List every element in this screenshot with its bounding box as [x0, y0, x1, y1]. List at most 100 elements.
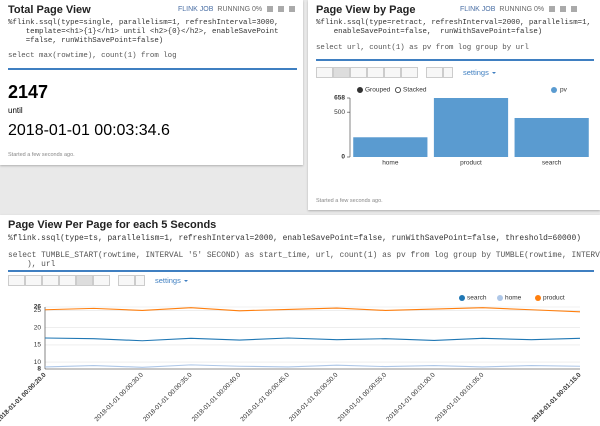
icon[interactable] [267, 6, 274, 13]
settings-link[interactable]: settings [155, 276, 188, 285]
paragraph: Page View Per Page for each 5 Seconds %f… [0, 215, 600, 426]
legend-swatch [459, 295, 465, 301]
icon[interactable] [289, 6, 296, 13]
code[interactable]: select TUMBLE_START(rowtime, INTERVAL '5… [8, 251, 600, 269]
legend-label: home [505, 295, 522, 302]
x-tick-label: 2018-01-01 00:00:45.0 [239, 371, 291, 423]
y-tick-label: 15 [34, 342, 42, 349]
area-button[interactable] [59, 274, 76, 286]
legend-swatch [551, 87, 557, 93]
icon[interactable] [571, 6, 578, 13]
code-line: select TUMBLE_START(rowtime, INTERVAL '5… [8, 251, 600, 260]
code[interactable]: %flink.ssql(type=ts, parallelism=1, refr… [8, 234, 594, 243]
footer: Started a few seconds ago. [8, 152, 75, 158]
line-button[interactable] [76, 274, 93, 286]
chart: Grouped Stacked pv 0 500 658 home product search [334, 87, 589, 167]
code-line: =false, runWithSavePoint=false) [8, 37, 164, 45]
x-tick-label: 2018-01-01 00:00:55.0 [337, 371, 389, 423]
paragraph-title: Total Page View [8, 4, 91, 16]
y-tick-label: 0 [341, 154, 345, 161]
code-line: %flink.ssql(type=ts, parallelism=1, refr… [8, 234, 581, 243]
x-tick-label: 2018-01-01 00:01:00.0 [385, 371, 437, 423]
y-tick-label: 8 [37, 366, 41, 373]
result-time: 2018-01-01 00:03:34.6 [8, 122, 170, 139]
code-line: enableSavePoint=false, runWithSavePoint=… [316, 28, 543, 36]
run-status: RUNNING 0% [217, 6, 263, 13]
series-line [44, 364, 581, 368]
y-tick-label: 25 [34, 307, 42, 314]
bar-button[interactable] [333, 66, 350, 78]
scatter-button[interactable] [93, 274, 110, 286]
toolbar: settings [8, 274, 188, 286]
separator [316, 59, 594, 61]
code-line: select max(rowtime), count(1) from log [8, 52, 177, 60]
legend-label: Grouped [365, 87, 391, 94]
icon[interactable] [278, 6, 285, 13]
x-tick-label: 2018-01-01 00:00:20.0 [0, 371, 48, 423]
x-tick-label: search [542, 160, 562, 167]
legend-label: Stacked [403, 87, 427, 94]
footer: Started a few seconds ago. [316, 198, 383, 204]
x-tick-label: 2018-01-01 00:00:35.0 [142, 371, 194, 423]
y-tick-label: 10 [34, 359, 42, 366]
x-tick-label: 2018-01-01 00:01:15.0 [531, 371, 583, 423]
table-button[interactable] [316, 66, 333, 78]
code[interactable]: select url, count(1) as pv from log grou… [316, 44, 594, 53]
code-line: ), url [8, 260, 56, 269]
y-tick-label: 500 [334, 109, 345, 116]
x-tick-label: 2018-01-01 00:00:30.0 [93, 371, 145, 423]
legend-label: pv [560, 87, 568, 94]
separator [8, 270, 594, 272]
download-menu[interactable] [135, 274, 145, 286]
icon[interactable] [560, 6, 567, 13]
y-tick-label: 26 [34, 304, 42, 311]
separator [8, 68, 297, 70]
x-tick-label: product [460, 160, 482, 167]
pie-button[interactable] [350, 66, 367, 78]
x-tick-label: 2018-01-01 00:00:40.0 [191, 371, 243, 423]
code-line: template=<h1>{1}</h1> until <h2>{0}</h2>… [8, 28, 279, 36]
result-label: until [8, 106, 23, 115]
paragraph: Page View by Page FLINK JOB RUNNING 0% %f… [308, 0, 600, 210]
x-tick-label: 2018-01-01 00:01:05.0 [434, 371, 486, 423]
code-line: select url, count(1) as pv from log grou… [316, 44, 529, 52]
area-button[interactable] [367, 66, 384, 78]
table-button[interactable] [8, 274, 25, 286]
download-button[interactable] [426, 66, 443, 78]
job-status: FLINK JOB RUNNING 0% [178, 6, 296, 13]
paragraph-title: Page View Per Page for each 5 Seconds [8, 219, 217, 231]
series-line [44, 307, 581, 313]
line-button[interactable] [384, 66, 401, 78]
legend-swatch [535, 295, 541, 301]
bar-button[interactable] [25, 274, 42, 286]
job-label[interactable]: FLINK JOB [178, 6, 214, 13]
scatter-button[interactable] [401, 66, 418, 78]
toolbar: settings [316, 66, 496, 78]
y-tick-label: 658 [334, 95, 345, 102]
x-tick-label: home [382, 160, 399, 167]
icon[interactable] [549, 6, 556, 13]
legend-radio [357, 87, 364, 93]
pie-button[interactable] [42, 274, 59, 286]
bar [514, 117, 589, 157]
legend-label: search [467, 295, 487, 302]
download-button[interactable] [118, 274, 135, 286]
y-tick-label: 20 [34, 324, 42, 331]
bar [433, 98, 509, 157]
legend-label: product [543, 295, 565, 302]
code-line: %flink.ssql(type=single, parallelism=1, … [8, 19, 279, 27]
code-line: %flink.ssql(type=retract, refreshInterva… [316, 19, 591, 27]
paragraph: Total Page View FLINK JOB RUNNING 0% %fli… [0, 0, 303, 165]
job-status: FLINK JOB RUNNING 0% [460, 6, 578, 13]
legend-swatch [497, 295, 503, 301]
code[interactable]: %flink.ssql(type=single, parallelism=1, … [8, 19, 297, 46]
code[interactable]: %flink.ssql(type=retract, refreshInterva… [316, 19, 594, 37]
job-label[interactable]: FLINK JOB [460, 6, 496, 13]
download-menu[interactable] [443, 66, 453, 78]
x-tick-label: 2018-01-01 00:00:50.0 [288, 371, 340, 423]
legend-radio [395, 87, 402, 93]
settings-link[interactable]: settings [463, 68, 496, 77]
series-line [44, 337, 581, 342]
code[interactable]: select max(rowtime), count(1) from log [8, 52, 297, 61]
